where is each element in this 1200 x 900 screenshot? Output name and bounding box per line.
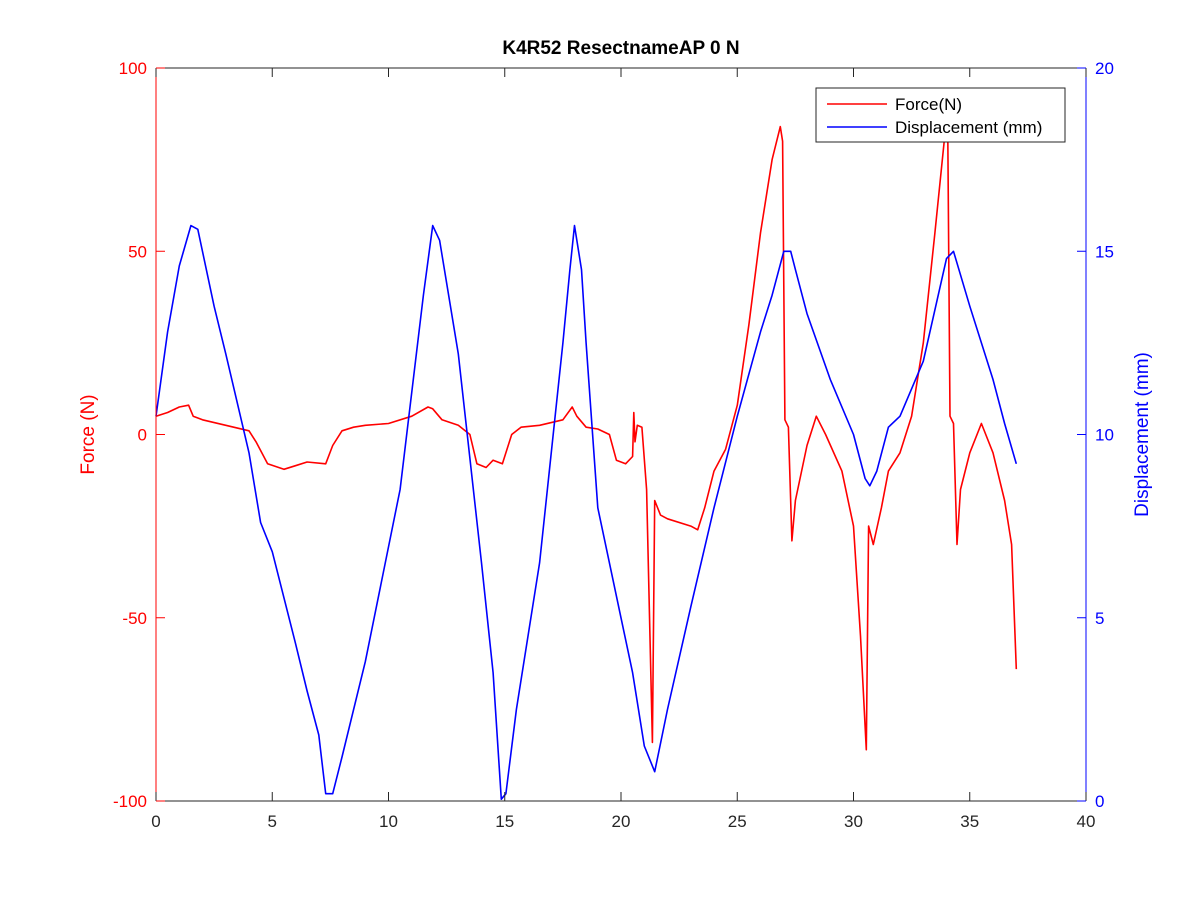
left-y-tick-label: 0 [138, 426, 147, 445]
right-y-tick-label: 0 [1095, 792, 1104, 811]
x-tick-label: 20 [612, 812, 631, 831]
left-y-tick-label: -50 [122, 609, 147, 628]
x-tick-label: 5 [268, 812, 277, 831]
right-y-ticks: 0 5 10 15 20 [1077, 59, 1114, 811]
right-y-tick-label: 5 [1095, 609, 1104, 628]
left-y-tick-label: 50 [128, 242, 147, 261]
plot-area [156, 68, 1086, 801]
x-tick-label: 30 [844, 812, 863, 831]
left-y-tick-label: 100 [119, 59, 147, 78]
legend-box [815, 87, 1066, 143]
legend-label-force: Force(N) [895, 95, 962, 114]
x-tick-label: 0 [151, 812, 160, 831]
right-y-axis-label: Displacement (mm) [1132, 352, 1153, 517]
series-layer [155, 122, 1018, 801]
force-series-line [155, 122, 1018, 751]
right-y-tick-label: 15 [1095, 242, 1114, 261]
legend: Force(N) Displacement (mm) [815, 87, 1066, 143]
x-tick-label: 15 [495, 812, 514, 831]
x-tick-label: 35 [960, 812, 979, 831]
right-y-tick-label: 10 [1095, 426, 1114, 445]
left-y-tick-label: -100 [113, 792, 147, 811]
left-y-ticks: -100 -50 0 50 100 [113, 59, 165, 811]
x-ticks: 0 5 10 15 20 25 30 35 40 [151, 68, 1095, 831]
legend-label-displacement: Displacement (mm) [895, 118, 1042, 137]
x-tick-label: 25 [728, 812, 747, 831]
x-tick-label: 10 [379, 812, 398, 831]
left-y-axis-label: Force (N) [78, 394, 99, 474]
x-tick-label: 40 [1077, 812, 1096, 831]
displacement-series-line [155, 224, 1018, 801]
chart-title: K4R52 ResectnameAP 0 N [502, 38, 739, 59]
right-y-tick-label: 20 [1095, 59, 1114, 78]
